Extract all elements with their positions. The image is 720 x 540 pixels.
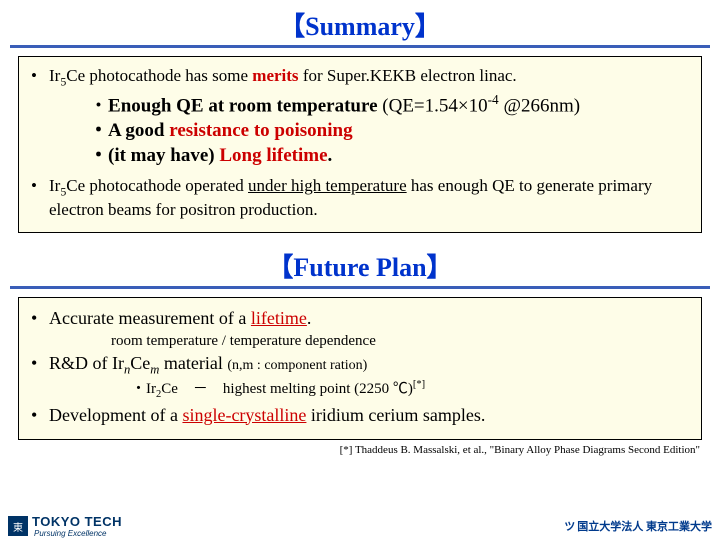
summary-p2-text: Ir5Ce photocathode operated under high t… bbox=[49, 175, 689, 222]
logo-square-icon: 東 bbox=[8, 516, 28, 536]
summary-box: • Ir5Ce photocathode has some merits for… bbox=[18, 56, 702, 233]
future-point-1: • Accurate measurement of a lifetime. bbox=[31, 306, 689, 330]
merit-1: ・Enough QE at room temperature (QE=1.54×… bbox=[89, 91, 689, 119]
tokyo-tech-logo: 東 TOKYO TECH Pursuing Excellence bbox=[8, 514, 122, 538]
future-f1-text: Accurate measurement of a lifetime. bbox=[49, 306, 311, 330]
future-f1-sub: room temperature / temperature dependenc… bbox=[111, 331, 689, 351]
heading-underline bbox=[10, 45, 710, 48]
future-f2-sub: ・Ir2Ce － highest melting point (2250 ℃)[… bbox=[131, 378, 689, 402]
summary-merits-list: ・Enough QE at room temperature (QE=1.54×… bbox=[89, 91, 689, 168]
future-point-3: • Development of a single-crystalline ir… bbox=[31, 403, 689, 427]
bullet-icon: • bbox=[31, 65, 49, 89]
merit-3: ・(it may have) Long lifetime. bbox=[89, 144, 689, 169]
university-name-jp: ツ国立大学法人 東京工業大学 bbox=[564, 518, 712, 534]
footer-bar: 東 TOKYO TECH Pursuing Excellence ツ国立大学法人… bbox=[0, 512, 720, 540]
future-heading: 【Future Plan】 bbox=[0, 241, 720, 286]
bullet-icon: • bbox=[31, 306, 49, 330]
bullet-icon: • bbox=[31, 351, 49, 379]
summary-heading: 【Summary】 bbox=[0, 0, 720, 45]
logo-name: TOKYO TECH bbox=[32, 514, 122, 529]
future-point-2: • R&D of IrnCem material (n,m : componen… bbox=[31, 351, 689, 379]
bullet-icon: • bbox=[31, 175, 49, 222]
summary-point-1: • Ir5Ce photocathode has some merits for… bbox=[31, 65, 689, 89]
future-f3-text: Development of a single-crystalline irid… bbox=[49, 403, 485, 427]
heading-underline bbox=[10, 286, 710, 289]
future-f2-text: R&D of IrnCem material (n,m : component … bbox=[49, 351, 367, 379]
swallow-icon: ツ bbox=[564, 521, 575, 533]
future-box: • Accurate measurement of a lifetime. ro… bbox=[18, 297, 702, 440]
summary-p1-text: Ir5Ce photocathode has some merits for S… bbox=[49, 65, 517, 89]
bullet-icon: • bbox=[31, 403, 49, 427]
logo-tagline: Pursuing Excellence bbox=[34, 529, 122, 538]
merit-2: ・A good resistance to poisoning bbox=[89, 119, 689, 144]
summary-point-2: • Ir5Ce photocathode operated under high… bbox=[31, 175, 689, 222]
footnote-text: [*] Thaddeus B. Massalski, et al., "Bina… bbox=[0, 444, 700, 456]
